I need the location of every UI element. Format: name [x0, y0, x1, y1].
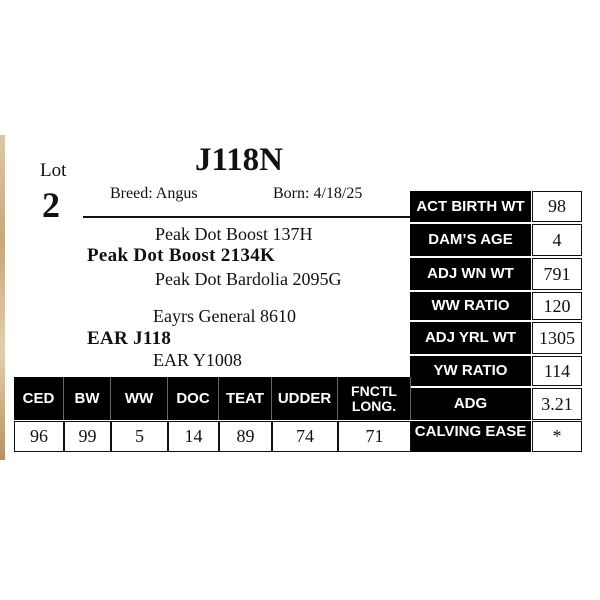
stat-value: *	[532, 421, 582, 452]
stat-value: 98	[532, 191, 582, 222]
epd-value: 71	[338, 421, 411, 452]
stat-value: 3.21	[532, 388, 582, 420]
sire-sire: Peak Dot Boost 137H	[155, 224, 313, 244]
epd-header: WW	[111, 377, 168, 420]
lot-label: Lot	[40, 160, 67, 181]
epd-header: DOC	[168, 377, 219, 420]
stat-value: 791	[532, 258, 582, 290]
stat-label: ADJ WN WT	[410, 258, 531, 290]
epd-value: 99	[64, 421, 111, 452]
breed: Breed: Angus	[110, 185, 198, 202]
stat-value: 114	[532, 356, 582, 386]
stat-label: WW RATIO	[410, 292, 531, 320]
sire: Peak Dot Boost 2134K	[87, 245, 276, 266]
epd-value: 89	[219, 421, 272, 452]
epd-header: CED	[14, 377, 64, 420]
birth-date: Born: 4/18/25	[273, 185, 363, 202]
dam-sire: Eayrs General 8610	[153, 306, 296, 326]
stat-label: YW RATIO	[410, 356, 531, 386]
epd-value: 14	[168, 421, 219, 452]
stat-label: DAM’S AGE	[410, 224, 531, 256]
epd-value: 5	[111, 421, 168, 452]
lot-number: 2	[42, 185, 60, 225]
stat-label: ADJ YRL WT	[410, 322, 531, 354]
animal-tag: J118N	[195, 142, 284, 178]
epd-header: UDDER	[272, 377, 338, 420]
epd-value: 74	[272, 421, 338, 452]
stat-label: ACT BIRTH WT	[410, 191, 531, 222]
stat-value: 4	[532, 224, 582, 256]
stat-value: 1305	[532, 322, 582, 354]
divider	[83, 216, 411, 218]
stat-value: 120	[532, 292, 582, 320]
epd-header: TEAT	[219, 377, 272, 420]
stat-label: CALVING EASE	[410, 421, 531, 452]
epd-value: 96	[14, 421, 64, 452]
sire-dam: Peak Dot Bardolia 2095G	[155, 269, 342, 289]
epd-header: BW	[64, 377, 111, 420]
epd-header: FNCTL LONG.	[338, 377, 411, 420]
dam: EAR J118	[87, 328, 172, 349]
stat-label: ADG	[410, 388, 531, 420]
dam-dam: EAR Y1008	[153, 350, 242, 370]
left-edge-strip	[0, 135, 5, 460]
